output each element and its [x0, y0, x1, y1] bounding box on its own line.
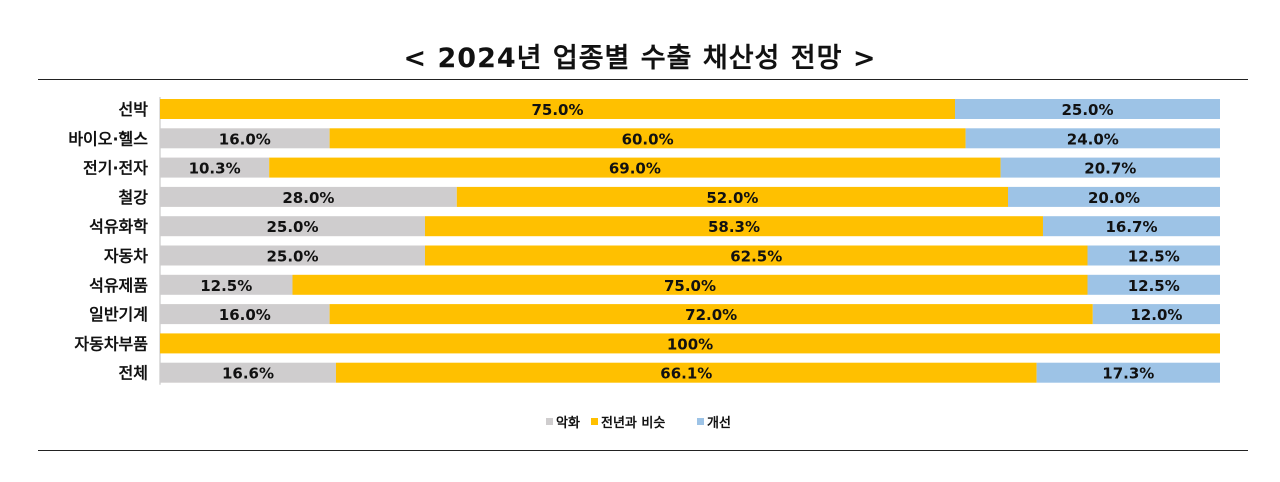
bar-segment: [329, 304, 1093, 325]
data-label: 16.6%: [222, 365, 274, 383]
bar-segment: [160, 216, 425, 237]
data-label: 16.0%: [219, 306, 271, 324]
category-label: 석유화학: [89, 217, 148, 236]
bar-segment: [456, 186, 1008, 207]
data-label: 52.0%: [706, 189, 758, 207]
data-label: 66.1%: [660, 365, 712, 383]
bar-segment: [425, 216, 1043, 237]
bar-segment: [1087, 274, 1220, 295]
data-label: 72.0%: [685, 306, 737, 324]
data-label: 75.0%: [531, 101, 583, 119]
category-label: 바이오·헬스: [68, 129, 148, 148]
bar-segment: [1087, 245, 1220, 266]
bar-segment: [1042, 216, 1220, 237]
bar-segment: [955, 99, 1220, 119]
data-label: 20.7%: [1084, 160, 1136, 178]
data-label: 75.0%: [664, 277, 716, 295]
bar-segment: [425, 245, 1088, 266]
legend-label: 악화: [556, 415, 580, 431]
bar-segment: [160, 128, 330, 149]
data-label: 16.7%: [1105, 218, 1157, 236]
data-label: 100%: [667, 335, 713, 353]
bar-segment: [269, 157, 1001, 178]
bar-segment: [965, 128, 1220, 149]
legend-label: 전년과 비슷: [601, 415, 665, 431]
data-label: 60.0%: [622, 130, 674, 148]
legend-swatch: [591, 418, 598, 425]
data-label: 20.0%: [1088, 189, 1140, 207]
bottom-divider: [38, 450, 1248, 451]
bar-segment: [160, 157, 270, 178]
category-label: 일반기계: [89, 305, 148, 324]
data-label: 28.0%: [282, 189, 334, 207]
bar-segment: [160, 245, 425, 266]
bar-segment: [1008, 186, 1220, 207]
category-label: 전기·전자: [83, 159, 148, 178]
bar-segment: [160, 333, 1220, 354]
bar-segment: [329, 128, 966, 149]
data-label: 12.5%: [1128, 277, 1180, 295]
bar-segment: [1000, 157, 1220, 178]
legend-swatch: [546, 418, 553, 425]
data-label: 17.3%: [1102, 365, 1154, 383]
bar-segment: [160, 99, 955, 119]
category-label: 전체: [119, 364, 148, 383]
category-label: 철강: [119, 188, 149, 207]
chart-title: < 2024년 업종별 수출 채산성 전망 >: [403, 43, 877, 74]
bar-segment: [335, 362, 1037, 383]
legend-label: 개선: [707, 415, 731, 431]
legend-swatch: [697, 418, 704, 425]
bar-segment: [160, 362, 336, 383]
bar-segment: [160, 304, 330, 325]
data-label: 69.0%: [609, 160, 661, 178]
data-label: 62.5%: [730, 248, 782, 266]
bar-segment: [160, 186, 457, 207]
category-label: 자동차부품: [74, 334, 148, 353]
bar-segment: [160, 274, 293, 295]
data-label: 25.0%: [266, 248, 318, 266]
bar-segment: [1092, 304, 1220, 325]
data-label: 24.0%: [1067, 130, 1119, 148]
data-label: 12.5%: [1128, 248, 1180, 266]
category-label: 석유제품: [89, 276, 148, 295]
title-divider: [38, 79, 1248, 80]
category-label: 자동차: [104, 247, 148, 266]
bar-segment: [1036, 362, 1220, 383]
data-label: 10.3%: [189, 160, 241, 178]
data-label: 25.0%: [266, 218, 318, 236]
data-label: 58.3%: [708, 218, 760, 236]
data-label: 16.0%: [219, 130, 271, 148]
data-label: 25.0%: [1061, 101, 1113, 119]
category-label: 선박: [119, 100, 149, 119]
data-label: 12.5%: [200, 277, 252, 295]
data-label: 12.0%: [1130, 306, 1182, 324]
bar-segment: [292, 274, 1088, 295]
